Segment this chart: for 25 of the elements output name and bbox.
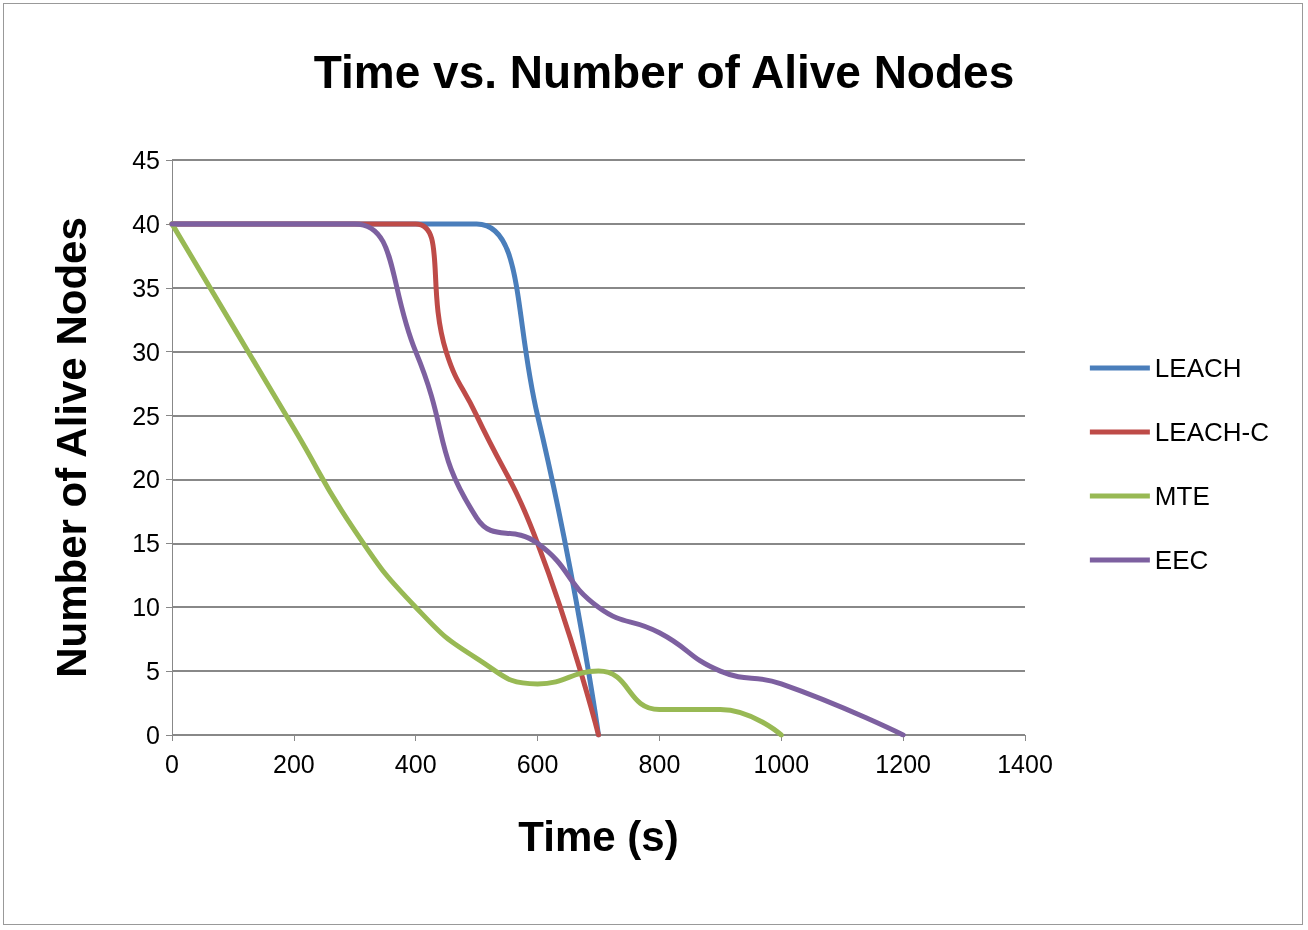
y-tick-label: 30 [132, 337, 160, 366]
x-axis-title: Time (s) [518, 812, 679, 860]
x-tick-label: 600 [516, 749, 559, 778]
y-tick-label: 5 [146, 657, 160, 686]
x-tick-label: 800 [638, 749, 681, 778]
x-tick-label: 1400 [997, 749, 1053, 778]
legend-label: MTE [1154, 481, 1210, 511]
y-axis-title: Number of Alive Nodes [47, 217, 95, 678]
y-tick-label: 20 [132, 465, 160, 494]
x-tick-label: 1200 [875, 749, 931, 778]
legend-label: LEACH-C [1154, 417, 1270, 447]
x-tick-label: 1000 [753, 749, 810, 778]
y-tick-label: 45 [132, 146, 160, 174]
y-tick-label: 0 [146, 721, 160, 749]
x-tick-label: 200 [273, 749, 315, 778]
y-tick-label: 10 [132, 593, 160, 622]
y-tick-label: 15 [132, 529, 160, 558]
chart-title: Time vs. Number of Alive Nodes [313, 46, 1015, 98]
legend-label: LEACH [1154, 353, 1242, 383]
y-tick-label: 40 [132, 209, 160, 238]
legend-label: EEC [1154, 545, 1209, 575]
x-tick-label: 0 [165, 749, 179, 778]
y-tick-label: 25 [132, 401, 160, 430]
y-tick-label: 35 [132, 273, 160, 302]
x-tick-label: 400 [394, 749, 437, 778]
